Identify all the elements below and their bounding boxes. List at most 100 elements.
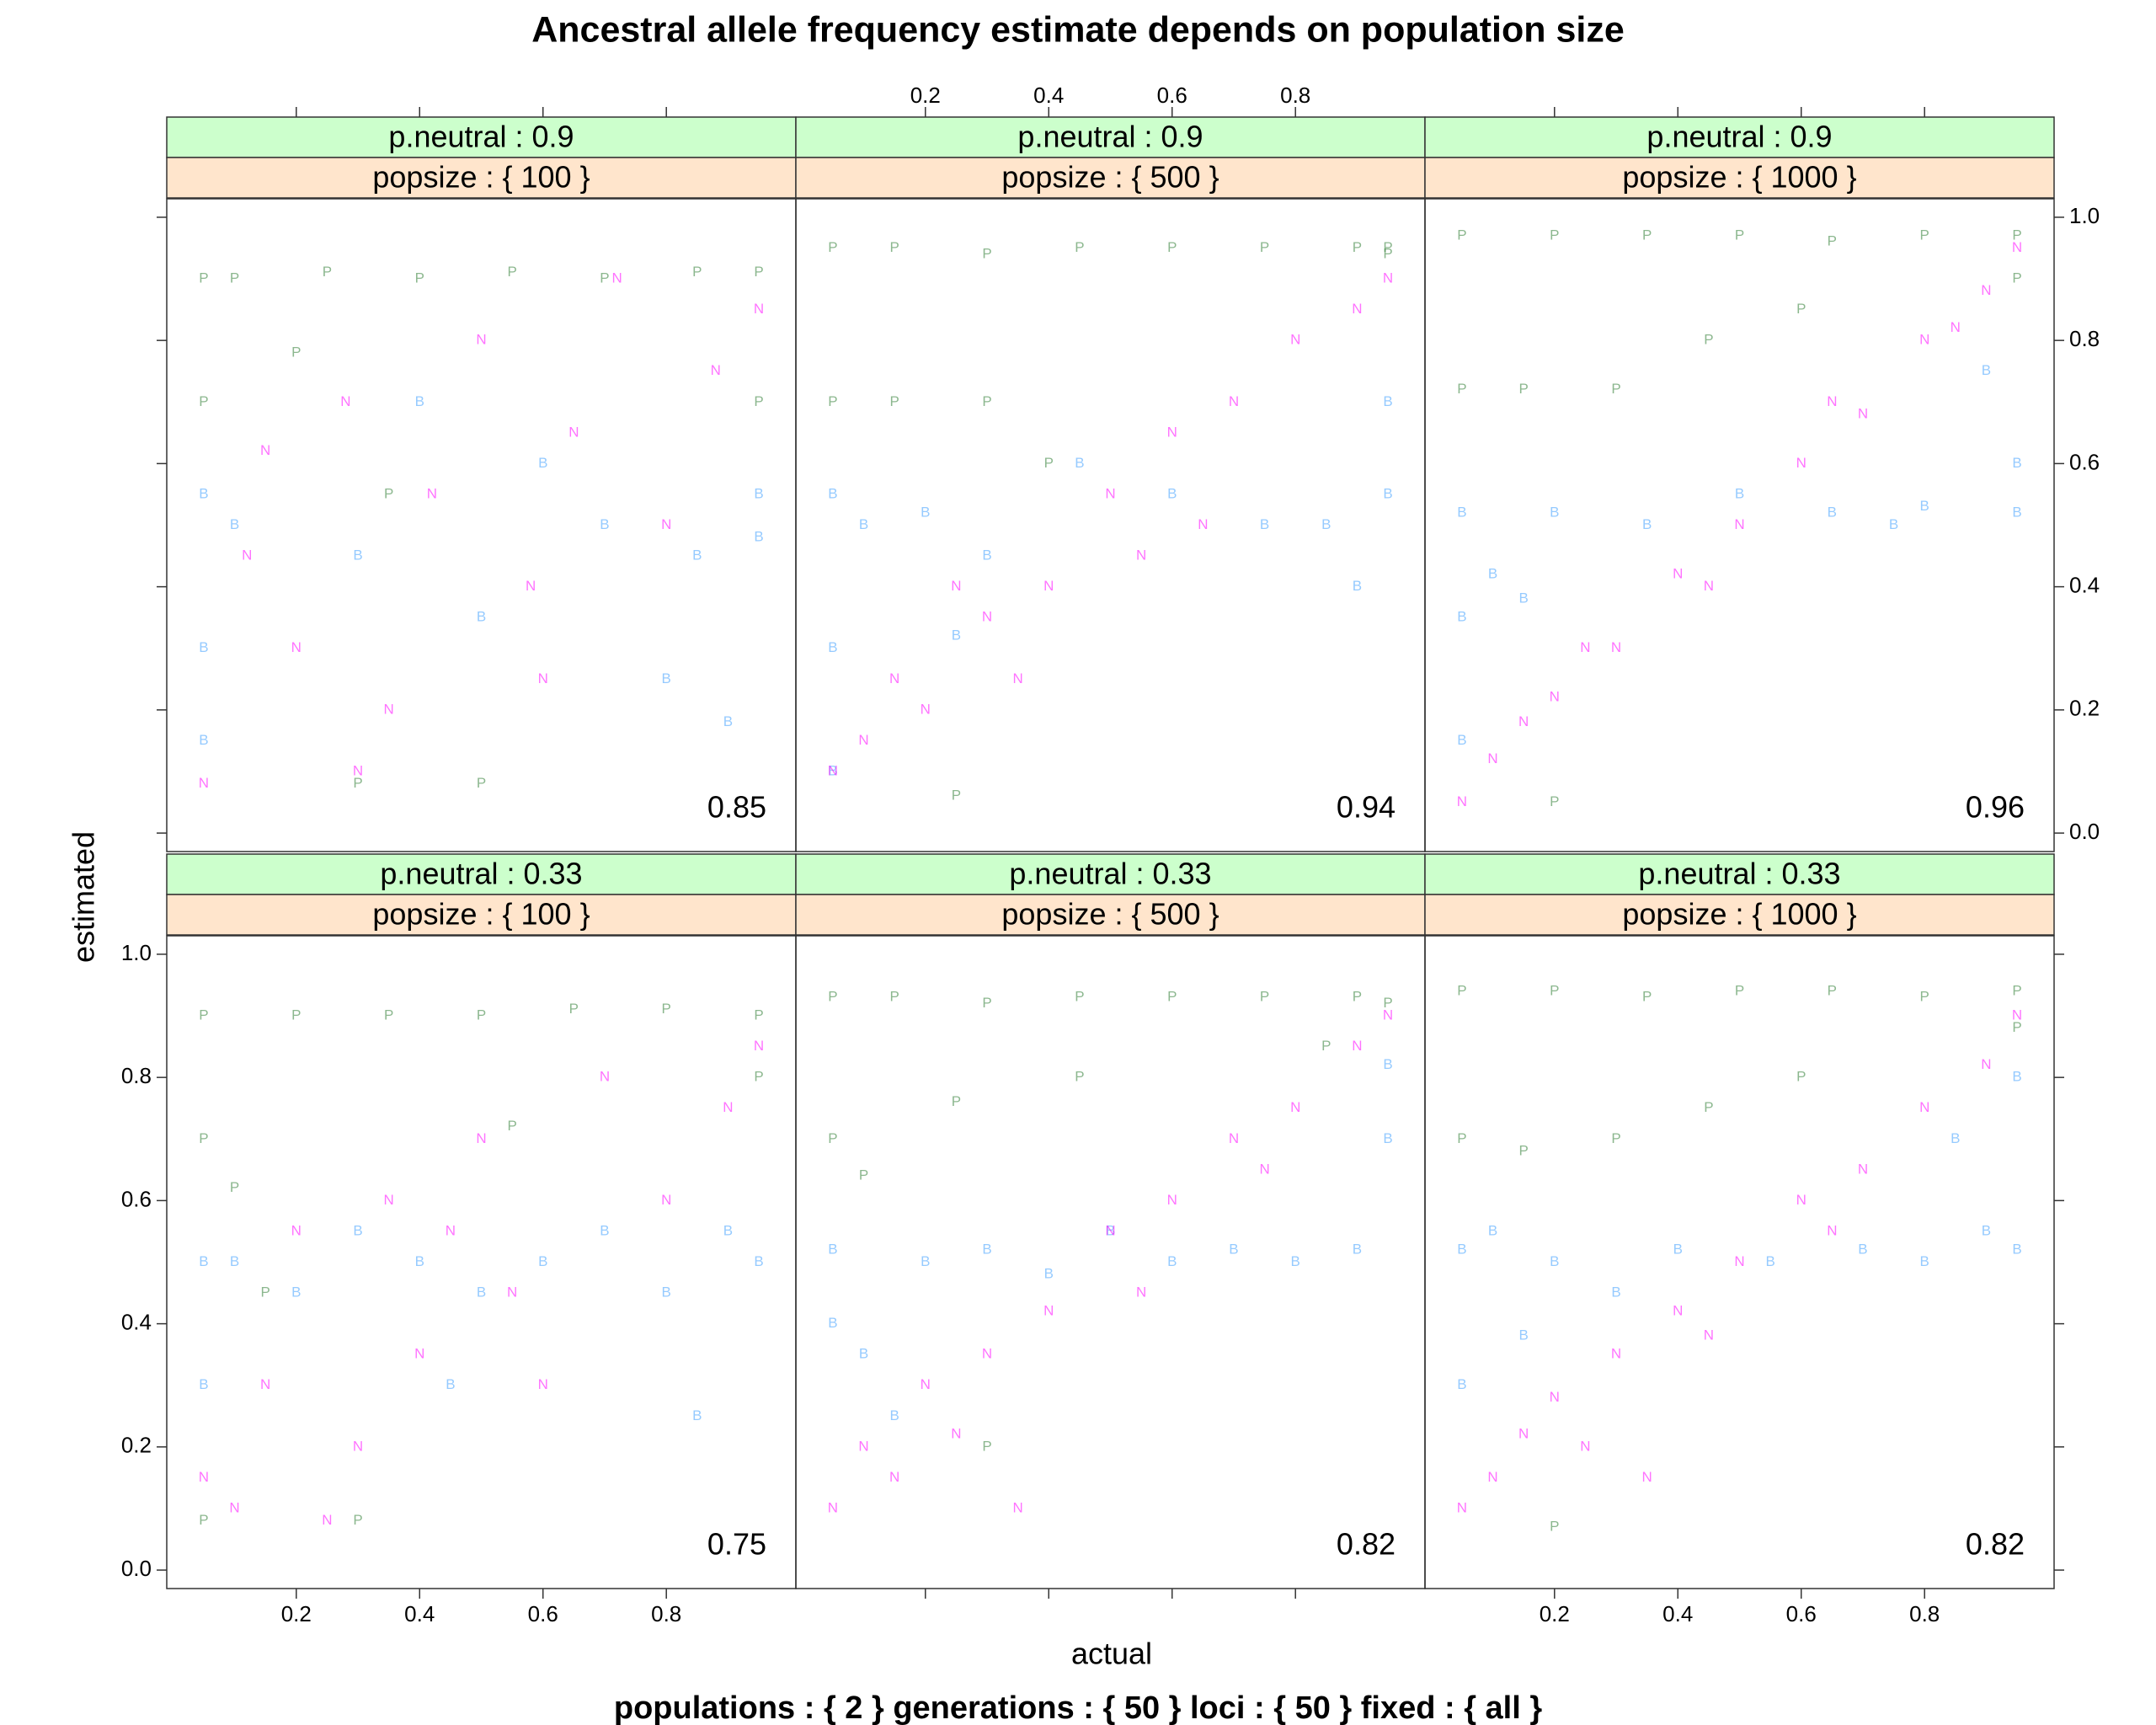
point: N	[526, 578, 536, 594]
point: N	[1457, 1499, 1467, 1515]
point: P	[230, 1179, 239, 1195]
point: N	[260, 1376, 270, 1392]
point: P	[1321, 1038, 1331, 1054]
point: B	[1321, 516, 1331, 532]
y-tick-label: 0.4	[121, 1309, 152, 1334]
strip	[166, 116, 797, 158]
x-tick-label: 0.2	[1540, 1601, 1570, 1626]
point: P	[2012, 1019, 2021, 1035]
point: P	[600, 270, 609, 286]
x-tick-label: 0.2	[281, 1601, 312, 1626]
point: B	[1229, 1241, 1238, 1257]
strip-label: popsize : { 500 }	[1001, 897, 1219, 932]
point: P	[754, 393, 763, 409]
point: P	[199, 393, 208, 409]
point: B	[2012, 1241, 2021, 1257]
y-tick-label: 0.2	[121, 1433, 152, 1458]
point: N	[1457, 793, 1467, 809]
point: P	[1828, 233, 1837, 249]
point: B	[2012, 1069, 2021, 1085]
point: P	[477, 1007, 486, 1023]
point: P	[199, 1512, 208, 1528]
panel	[795, 935, 1426, 1589]
point: N	[723, 1099, 733, 1115]
x-tick-label: 0.8	[651, 1601, 681, 1626]
point: B	[1457, 609, 1466, 625]
point: N	[921, 701, 931, 717]
point: N	[1043, 578, 1054, 594]
point: P	[859, 1167, 868, 1183]
point: P	[199, 1007, 208, 1023]
point: P	[952, 1093, 961, 1109]
point: N	[1105, 485, 1115, 501]
point: B	[446, 1376, 455, 1392]
point: B	[199, 485, 208, 501]
point: N	[353, 1438, 363, 1454]
point: B	[538, 1253, 547, 1269]
point: N	[1827, 393, 1837, 409]
point: N	[1734, 516, 1744, 532]
annotation: 0.85	[707, 790, 766, 825]
point: N	[384, 701, 394, 717]
point: P	[1642, 227, 1652, 243]
strip	[166, 157, 797, 199]
point: P	[754, 1069, 763, 1085]
y-tick-label: 0.8	[121, 1063, 152, 1088]
point: P	[890, 393, 899, 409]
point: P	[952, 788, 961, 804]
point: N	[1229, 393, 1239, 409]
point: P	[828, 239, 837, 255]
strip	[795, 894, 1426, 936]
point: P	[291, 344, 301, 360]
point: B	[1457, 732, 1466, 748]
point: N	[1704, 1327, 1714, 1343]
point: B	[982, 1241, 991, 1257]
point: P	[1920, 227, 1929, 243]
point: N	[951, 1426, 961, 1442]
point: P	[1457, 1130, 1466, 1146]
point: P	[2012, 982, 2021, 998]
point: P	[1642, 989, 1652, 1005]
point: N	[1704, 578, 1714, 594]
point: B	[291, 1284, 301, 1300]
point: N	[1611, 1346, 1621, 1362]
point: B	[199, 732, 208, 748]
point: B	[1353, 578, 1362, 594]
point: P	[199, 1130, 208, 1146]
point: P	[1519, 381, 1529, 397]
point: B	[2012, 504, 2021, 520]
point: P	[1735, 227, 1744, 243]
point: N	[951, 578, 961, 594]
point: N	[199, 1469, 209, 1485]
point: N	[1981, 282, 1991, 298]
point: B	[353, 547, 362, 563]
point: P	[890, 989, 899, 1005]
point: P	[1550, 1518, 1559, 1534]
point: N	[889, 1469, 899, 1485]
y-tick-label: 0.4	[2069, 572, 2100, 597]
point: P	[2012, 227, 2021, 243]
point: P	[384, 485, 393, 501]
point: B	[1889, 516, 1898, 532]
point: N	[1518, 713, 1529, 729]
point: P	[1519, 1142, 1529, 1158]
point: N	[507, 1284, 517, 1300]
point: N	[1580, 639, 1590, 655]
point: B	[1735, 485, 1744, 501]
point: N	[1673, 565, 1683, 581]
x-tick-label: 0.2	[910, 83, 941, 108]
point: N	[1229, 1130, 1239, 1146]
point: N	[1951, 319, 1961, 335]
chart-title: Ancestral allele frequency estimate depe…	[531, 9, 1625, 50]
point: P	[1457, 381, 1466, 397]
point: N	[1487, 1469, 1497, 1485]
point: B	[828, 762, 837, 778]
point: P	[1796, 301, 1806, 317]
point: N	[1136, 1284, 1146, 1300]
annotation: 0.75	[707, 1527, 766, 1562]
point: P	[507, 264, 516, 280]
point: N	[427, 485, 437, 501]
point: P	[415, 270, 424, 286]
point: N	[1290, 332, 1300, 348]
